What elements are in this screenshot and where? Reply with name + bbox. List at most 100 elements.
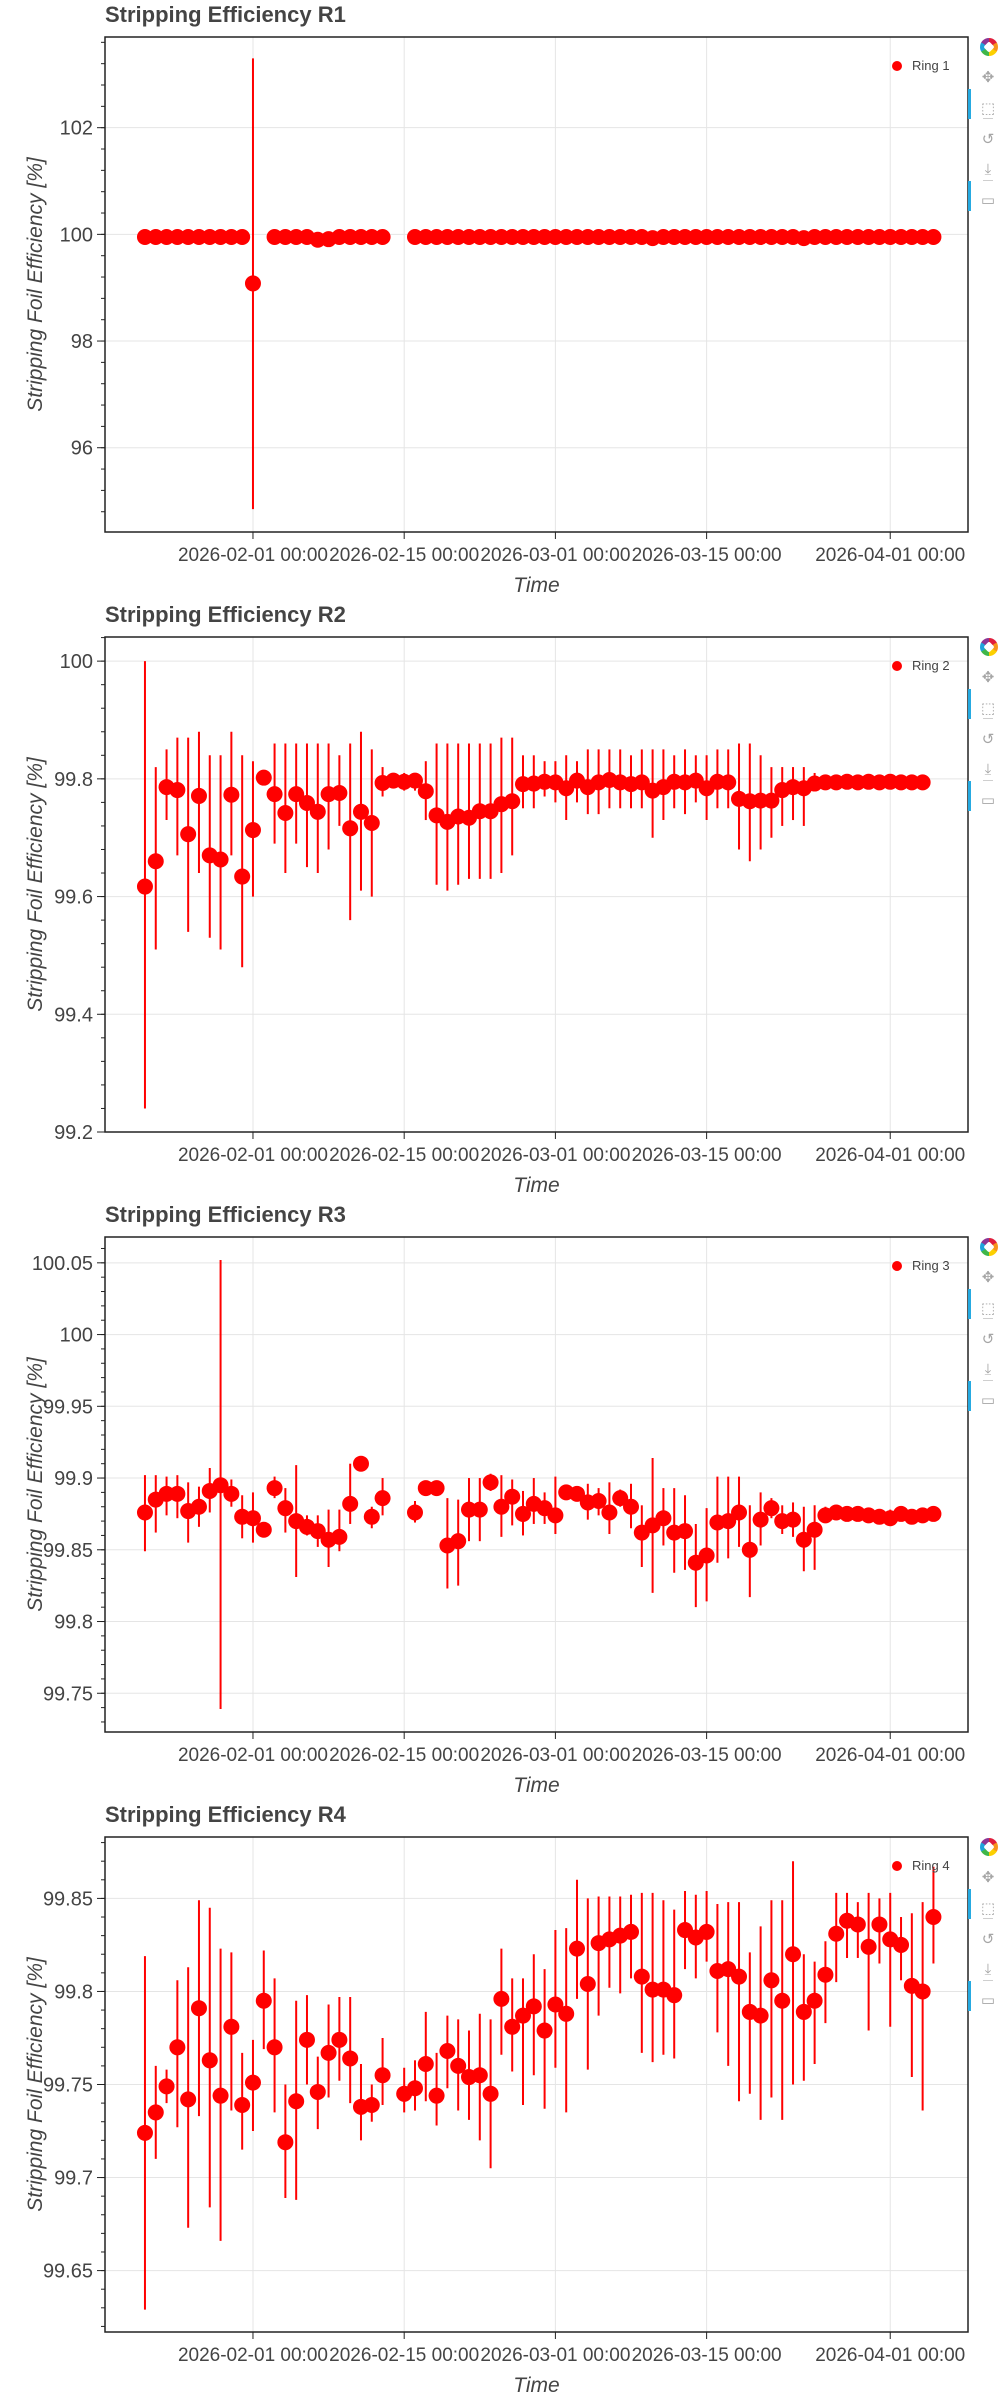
pan-icon[interactable]: ✥: [981, 1869, 995, 1886]
data-point[interactable]: [504, 793, 521, 810]
data-point[interactable]: [428, 1480, 445, 1497]
box-zoom-icon[interactable]: ⬚: [980, 100, 996, 117]
data-point[interactable]: [925, 229, 942, 246]
data-point[interactable]: [731, 1504, 748, 1521]
data-point[interactable]: [342, 2050, 359, 2067]
data-point[interactable]: [255, 1521, 272, 1538]
data-point[interactable]: [277, 1500, 294, 1517]
data-point[interactable]: [752, 1511, 769, 1528]
data-point[interactable]: [763, 792, 780, 809]
data-point[interactable]: [795, 2003, 812, 2020]
data-point[interactable]: [331, 2031, 348, 2048]
data-point[interactable]: [558, 2005, 575, 2022]
data-point[interactable]: [785, 1511, 802, 1528]
data-point[interactable]: [190, 787, 207, 804]
box-zoom-icon[interactable]: ⬚: [980, 1900, 996, 1917]
data-point[interactable]: [871, 1916, 888, 1933]
chart-svg[interactable]: 96 98 100 102 Stripping Foil Efficiency [%] 2…: [0, 0, 1000, 600]
data-point[interactable]: [309, 803, 326, 820]
data-point[interactable]: [633, 774, 650, 791]
data-point[interactable]: [763, 1500, 780, 1517]
data-point[interactable]: [493, 1498, 510, 1515]
pan-icon[interactable]: ✥: [981, 69, 995, 86]
data-point[interactable]: [201, 2052, 218, 2069]
data-point[interactable]: [266, 786, 283, 803]
data-point[interactable]: [374, 2067, 391, 2084]
data-point[interactable]: [677, 1523, 694, 1540]
data-point[interactable]: [849, 1916, 866, 1933]
data-point[interactable]: [136, 1504, 153, 1521]
data-point[interactable]: [504, 2018, 521, 2035]
data-point[interactable]: [590, 1493, 607, 1509]
data-point[interactable]: [439, 2043, 456, 2060]
data-point[interactable]: [363, 814, 380, 831]
chart-svg[interactable]: 99.2 99.4 99.6 99.8 100 Stripping Foil Effici…: [0, 600, 1000, 1200]
chart-svg[interactable]: 99.75 99.8 99.85 99.9 99.95 100 100.05 Strippin…: [0, 1200, 1000, 1800]
reset-icon[interactable]: ↺: [981, 731, 995, 748]
data-point[interactable]: [331, 1528, 348, 1545]
hover-icon[interactable]: ▭: [980, 1392, 996, 1409]
data-point[interactable]: [277, 804, 294, 821]
data-point[interactable]: [374, 1490, 391, 1507]
data-point[interactable]: [806, 1992, 823, 2009]
data-point[interactable]: [655, 1510, 672, 1527]
data-point[interactable]: [342, 820, 359, 837]
data-point[interactable]: [212, 1477, 229, 1494]
data-point[interactable]: [504, 1488, 521, 1505]
data-point[interactable]: [731, 1968, 748, 1985]
bokeh-logo-icon[interactable]: [980, 1838, 998, 1856]
data-point[interactable]: [547, 1507, 564, 1524]
data-point[interactable]: [244, 2074, 261, 2091]
data-point[interactable]: [720, 774, 737, 791]
data-point[interactable]: [795, 1531, 812, 1548]
data-point[interactable]: [342, 1495, 359, 1512]
data-point[interactable]: [255, 769, 272, 786]
data-point[interactable]: [666, 1987, 683, 2004]
legend[interactable]: Ring 1: [892, 58, 950, 73]
data-point[interactable]: [298, 2031, 315, 2048]
legend[interactable]: Ring 2: [892, 658, 950, 673]
data-point[interactable]: [309, 2083, 326, 2100]
data-point[interactable]: [785, 1946, 802, 1963]
data-point[interactable]: [536, 2022, 553, 2039]
data-point[interactable]: [601, 1504, 618, 1521]
data-point[interactable]: [417, 783, 434, 800]
data-point[interactable]: [212, 2087, 229, 2104]
save-icon[interactable]: ⤓: [984, 1361, 992, 1378]
data-point[interactable]: [547, 1996, 564, 2013]
data-point[interactable]: [169, 1485, 186, 1502]
data-point[interactable]: [493, 1990, 510, 2007]
data-point[interactable]: [331, 784, 348, 801]
data-point[interactable]: [860, 1938, 877, 1955]
data-point[interactable]: [482, 1474, 499, 1491]
data-point[interactable]: [190, 2000, 207, 2017]
reset-icon[interactable]: ↺: [981, 1331, 995, 1348]
data-point[interactable]: [525, 1998, 542, 2015]
data-point[interactable]: [223, 1485, 240, 1502]
data-point[interactable]: [406, 1504, 423, 1521]
box-zoom-icon[interactable]: ⬚: [980, 1300, 996, 1317]
reset-icon[interactable]: ↺: [981, 131, 995, 148]
data-point[interactable]: [482, 2085, 499, 2102]
data-point[interactable]: [914, 1983, 931, 2000]
data-point[interactable]: [190, 1498, 207, 1515]
hover-icon[interactable]: ▭: [980, 1992, 996, 2009]
data-point[interactable]: [136, 878, 153, 895]
data-point[interactable]: [136, 2124, 153, 2141]
data-point[interactable]: [352, 1455, 369, 1472]
data-point[interactable]: [806, 1521, 823, 1538]
bokeh-logo-icon[interactable]: [980, 38, 998, 56]
pan-icon[interactable]: ✥: [981, 669, 995, 686]
data-point[interactable]: [752, 2007, 769, 2024]
data-point[interactable]: [623, 1923, 640, 1940]
plot-area[interactable]: [105, 37, 968, 532]
chart-svg[interactable]: 99.65 99.7 99.75 99.8 99.85 Stripping Foil Ef…: [0, 1800, 1000, 2400]
data-point[interactable]: [471, 2067, 488, 2084]
save-icon[interactable]: ⤓: [984, 161, 992, 178]
data-point[interactable]: [406, 772, 423, 789]
plot-area[interactable]: [105, 637, 968, 1132]
data-point[interactable]: [266, 1480, 283, 1497]
data-point[interactable]: [169, 782, 186, 799]
data-point[interactable]: [212, 851, 229, 868]
data-point[interactable]: [925, 1505, 942, 1522]
